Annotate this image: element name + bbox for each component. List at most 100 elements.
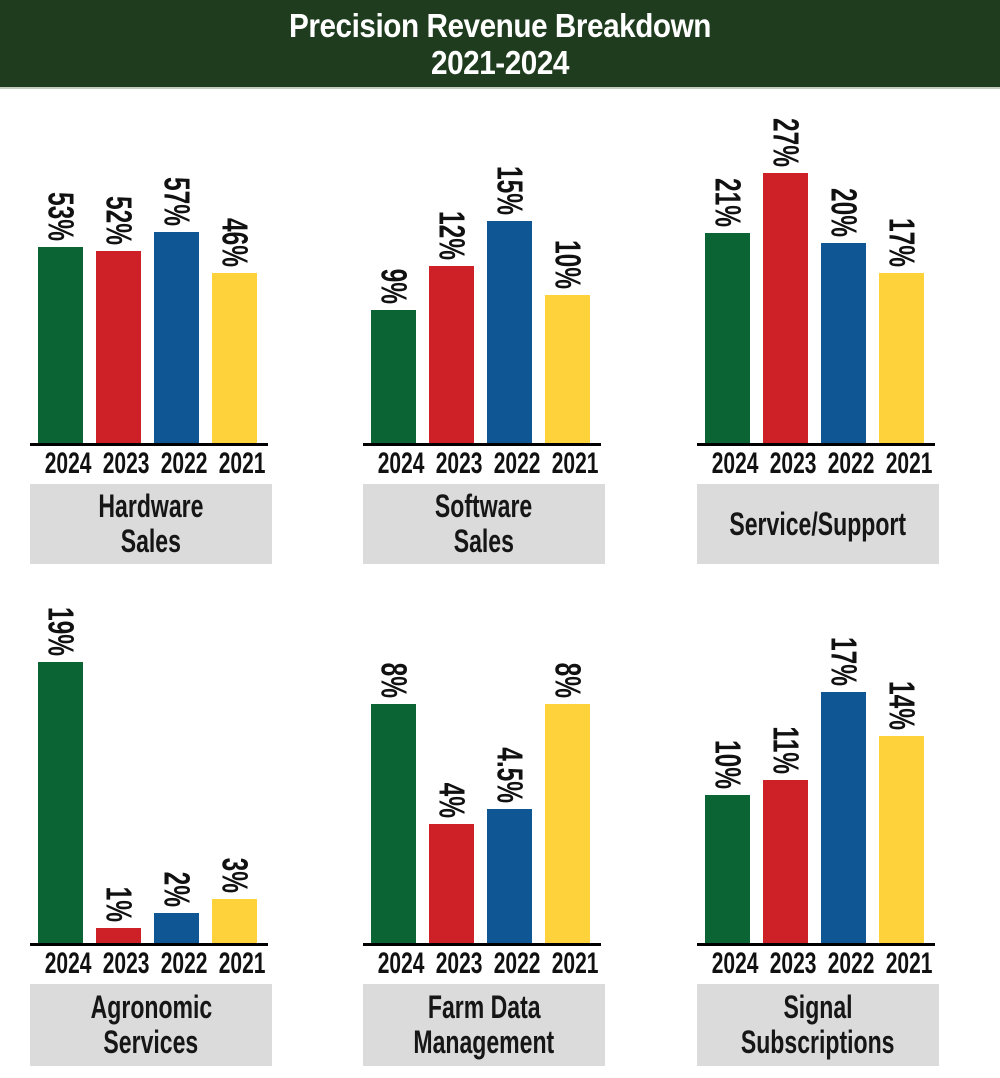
bar-value-label: 11% [765,726,807,775]
bar-2023 [429,265,474,443]
bar-group-2022: 2% [154,603,199,943]
x-axis-label-2023: 2023 [435,947,483,980]
x-axis-label-2021: 2021 [551,447,599,480]
bar-group-2024: 9% [371,103,416,443]
bar-value-label: 4% [431,782,473,818]
x-axis-line [363,943,601,946]
bar-group-2021: 8% [545,603,590,943]
bar-value-label: 8% [547,663,589,699]
bar-group-2024: 10% [705,603,750,943]
category-label-box: Software Sales [363,484,605,564]
bar-group-2023: 12% [429,103,474,443]
bar-chart: 21% 27% 20% 17% [697,103,939,443]
category-label-line: Sales [453,523,515,559]
page-subtitle: 2021-2024 [430,43,569,81]
bar-group-2022: 20% [821,103,866,443]
bar-value-label: 20% [823,187,865,237]
category-label-box: Farm Data Management [363,984,605,1066]
bar-value-label: 1% [98,886,140,923]
bar-chart: 9% 12% 15% 10% [363,103,605,443]
bar-2022 [154,232,199,443]
category-label-line: Software [435,488,533,524]
x-axis-label-2023: 2023 [769,447,817,480]
category-label-line: Farm Data [427,989,541,1025]
x-axis-line [30,943,268,946]
x-axis-label-2021: 2021 [218,447,266,480]
bar-2021 [212,898,257,943]
bar-2023 [763,780,808,943]
bar-value-label: 8% [373,663,415,699]
bar-chart: 10% 11% 17% 14% [697,603,939,943]
category-label-box: Service/Support [697,484,939,564]
category-label-box: Agronomic Services [30,984,272,1066]
bar-value-label: 3% [214,857,256,893]
bar-value-label: 2% [156,872,198,908]
panel-service-support: 21% 27% 20% 17% 2024 2023 2022 2021 Service/Su… [697,103,939,564]
x-axis-label-2024: 2024 [377,947,425,980]
x-axis-label-2022: 2022 [493,947,541,980]
category-label-line: Services [103,1024,199,1060]
category-label-line: Hardware [98,488,204,524]
panel-agronomic-services: 19% 1% 2% 3% 2024 2023 2022 2021 Agronomic Serv… [30,603,272,1066]
category-label-line: Subscriptions [741,1024,895,1060]
bar-value-label: 9% [373,268,415,304]
x-axis-labels: 2024 2023 2022 2021 [697,948,939,980]
x-axis-label-2021: 2021 [551,947,599,980]
bar-group-2021: 46% [212,103,257,443]
bar-2022 [154,913,199,943]
category-label-line: Sales [120,523,182,559]
x-axis-label-2023: 2023 [435,447,483,480]
bar-chart: 53% 52% 57% 46% [30,103,272,443]
bar-2021 [545,704,590,943]
page-title: Precision Revenue Breakdown [289,6,711,44]
x-axis-label-2022: 2022 [160,947,208,980]
bar-value-label: 46% [214,217,256,267]
x-axis-label-2024: 2024 [44,947,92,980]
category-label-box: Signal Subscriptions [697,984,939,1066]
bar-value-label: 15% [489,166,531,216]
category-label-line: Signal [783,989,853,1025]
x-axis-label-2024: 2024 [711,947,759,980]
x-axis-line [697,443,935,446]
bar-group-2024: 19% [38,603,83,943]
bar-group-2022: 4.5% [487,603,532,943]
panel-farm-data-management: 8% 4% 4.5% 8% 2024 2023 2022 2021 Farm Data Man… [363,603,605,1066]
bar-2024 [705,233,750,443]
bar-group-2023: 11% [763,603,808,943]
bar-2022 [821,691,866,943]
bar-group-2023: 1% [96,603,141,943]
x-axis-label-2024: 2024 [377,447,425,480]
bar-group-2021: 14% [879,603,924,943]
bar-group-2023: 27% [763,103,808,443]
bar-group-2023: 4% [429,603,474,943]
bar-value-label: 27% [765,117,807,167]
x-axis-label-2024: 2024 [711,447,759,480]
x-axis-label-2022: 2022 [493,447,541,480]
bar-value-label: 10% [707,740,749,790]
x-axis-label-2022: 2022 [827,947,875,980]
x-axis-line [30,443,268,446]
bar-2023 [96,250,141,443]
bar-group-2021: 3% [212,603,257,943]
x-axis-labels: 2024 2023 2022 2021 [30,948,272,980]
header-banner: Precision Revenue Breakdown 2021-2024 [0,0,1000,89]
x-axis-label-2024: 2024 [44,447,92,480]
bar-value-label: 53% [40,192,82,242]
x-axis-line [363,443,601,446]
category-label-line: Agronomic [90,989,212,1025]
x-axis-label-2023: 2023 [102,947,150,980]
bar-2024 [38,662,83,943]
bar-group-2021: 17% [879,103,924,443]
bar-2023 [763,173,808,443]
bar-group-2023: 52% [96,103,141,443]
bar-value-label: 17% [823,636,865,686]
bar-chart: 19% 1% 2% 3% [30,603,272,943]
x-axis-label-2022: 2022 [160,447,208,480]
x-axis-label-2023: 2023 [769,947,817,980]
bar-value-label: 57% [156,177,198,227]
x-axis-label-2021: 2021 [885,947,933,980]
x-axis-labels: 2024 2023 2022 2021 [697,448,939,480]
bar-2024 [38,247,83,443]
bar-group-2024: 53% [38,103,83,443]
x-axis-labels: 2024 2023 2022 2021 [363,448,605,480]
